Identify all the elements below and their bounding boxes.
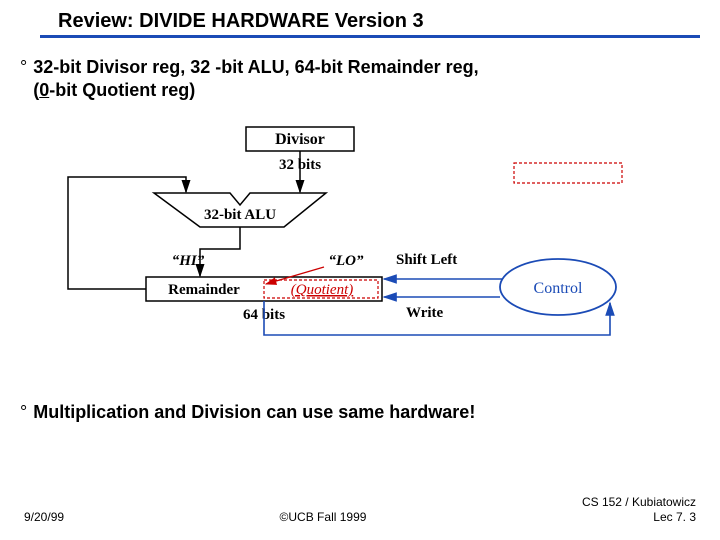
footer-right-2: Lec 7. 3	[582, 510, 696, 524]
shift-left-label: Shift Left	[396, 252, 457, 268]
divide-diagram: Divisor 32 bits 32-bit ALU “HI” “LO” Rem…	[50, 119, 670, 379]
footer-date: 9/20/99	[24, 510, 64, 524]
alu-label: 32-bit ALU	[204, 207, 276, 223]
remainder-label: Remainder	[168, 282, 240, 298]
footer-center: ©UCB Fall 1999	[280, 510, 367, 524]
arrow-alu-to-remainder	[200, 227, 240, 276]
control-label: Control	[534, 280, 583, 297]
bullet-one: 32-bit Divisor reg, 32 -bit ALU, 64-bit …	[33, 56, 478, 101]
red-dashed-box	[514, 163, 622, 183]
bullet-marker-2: °	[20, 401, 27, 424]
lo-label: “LO”	[329, 253, 364, 269]
write-label: Write	[406, 305, 444, 321]
divisor-label: Divisor	[275, 131, 325, 148]
page-title: Review: DIVIDE HARDWARE Version 3	[58, 10, 720, 33]
bullet-marker: °	[20, 56, 27, 79]
footer-right-1: CS 152 / Kubiatowicz	[582, 495, 696, 509]
footer: 9/20/99 ©UCB Fall 1999 CS 152 / Kubiatow…	[0, 495, 720, 524]
bullet-two: Multiplication and Division can use same…	[33, 401, 475, 424]
quotient-label: (Quotient)	[291, 282, 353, 298]
